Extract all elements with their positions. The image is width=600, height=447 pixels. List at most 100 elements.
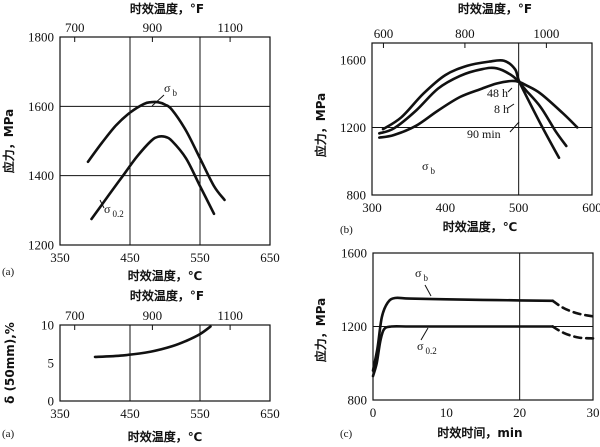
panel-c-sigma-02-leader — [420, 327, 429, 341]
y-tick-label: 1800 — [28, 30, 54, 45]
panel-b-48h-label: 48 h — [487, 86, 508, 100]
x-tick-label: 450 — [120, 250, 140, 265]
panel-a-bottom-y-title: δ (50mm),% — [3, 322, 17, 404]
panel-c-y-title: 应力，MPa — [313, 298, 328, 363]
x2-tick-label: 800 — [455, 26, 475, 41]
panel-a-top-sigma-b-leader — [151, 94, 165, 107]
panel-b-48h-leader — [507, 87, 513, 93]
panel-c-x-ticks: 0 10 20 30 — [370, 405, 600, 420]
panel-a-top-y-ticks: 1200 1400 1600 1800 — [28, 30, 54, 253]
series-line-90-min — [378, 79, 579, 139]
panel-a-bottom-label: (a) — [2, 428, 15, 440]
panel-b-x-ticks: 300 400 500 600 — [362, 200, 600, 215]
series-line-0 — [93, 325, 212, 359]
x2-tick-label: 1100 — [217, 20, 243, 35]
panel-a-bottom-x2-ticks: 700 900 1100 — [65, 308, 243, 330]
y-tick-label: 1200 — [341, 319, 367, 334]
panel-c-curves — [371, 296, 595, 378]
series-line-0-2-extrapolated — [551, 325, 595, 340]
panel-c-sigma-b-leader — [424, 284, 432, 297]
panel-b-8h-leader — [507, 103, 515, 109]
panel-b-y-title: 应力，MPa — [313, 93, 328, 158]
y-tick-label: 1600 — [341, 246, 367, 261]
x-tick-label: 550 — [190, 406, 210, 421]
y-tick-label: 0 — [48, 394, 55, 409]
panel-a-top-x2-ticks: 700 900 1100 — [65, 20, 243, 42]
x2-tick-label: 700 — [65, 20, 85, 35]
y-tick-label: 800 — [347, 188, 367, 203]
panel-a-top: 时效温度，°F 700 900 1100 1200 1400 1600 1800 350 4… — [1, 1, 280, 283]
series-line-b — [371, 296, 554, 372]
panel-c-x-title: 时效时间，min — [437, 425, 522, 440]
panel-a-bottom-x-title: 时效温度，℃ — [128, 429, 203, 444]
panel-a-bottom: 时效温度，°F 700 900 1100 0 5 10 350 450 550 650 δ (… — [2, 288, 280, 444]
panel-b-frame — [371, 42, 593, 196]
x2-tick-label: 900 — [143, 20, 163, 35]
x2-tick-label: 900 — [143, 308, 163, 323]
y-tick-label: 1600 — [340, 52, 366, 67]
y-tick-label: 10 — [41, 318, 54, 333]
panel-c-label: (c) — [340, 428, 353, 440]
panel-a-top-sigma-02-leader — [99, 199, 105, 209]
x-tick-label: 400 — [436, 200, 456, 215]
panel-a-bottom-grid — [129, 325, 201, 401]
series-line-b-extrapolated — [551, 299, 595, 318]
series-line-0-2 — [371, 324, 554, 378]
x-tick-label: 300 — [362, 200, 382, 215]
y-tick-label: 1600 — [28, 99, 54, 114]
panel-a-top-x-title: 时效温度，℃ — [128, 268, 203, 283]
y-tick-label: 1400 — [28, 168, 54, 183]
panel-a-top-curves — [86, 100, 226, 221]
x2-tick-label: 1000 — [533, 26, 559, 41]
panel-b-x2-title: 时效温度，°F — [458, 1, 532, 16]
panel-b-x-title: 时效温度，℃ — [443, 219, 518, 234]
panel-b-x2-ticks: 600 800 1000 — [374, 26, 559, 48]
panel-b-90min-leader — [509, 121, 520, 133]
panel-a-top-x-ticks: 350 450 550 650 — [50, 250, 280, 265]
y-tick-label: 1200 — [340, 120, 366, 135]
panel-a-bottom-curves — [93, 325, 212, 359]
y-tick-label: 800 — [348, 393, 368, 408]
panel-a-bottom-x2-title: 时效温度，°F — [130, 288, 204, 303]
panel-c-y-ticks: 800 1200 1600 — [341, 246, 367, 408]
panel-a-top-x2-title: 时效温度，°F — [130, 1, 204, 16]
y-tick-label: 1200 — [28, 238, 54, 253]
x-tick-label: 650 — [260, 250, 280, 265]
panel-a-top-grid — [60, 37, 270, 245]
panel-b-curves — [378, 58, 579, 160]
x-tick-label: 550 — [190, 250, 210, 265]
panel-a-bottom-frame — [59, 324, 271, 402]
x-tick-label: 0 — [370, 405, 377, 420]
series-line-8-h — [378, 66, 568, 148]
x-tick-label: 500 — [509, 200, 529, 215]
series-line-0-2 — [90, 134, 216, 221]
panel-a-top-sigma-02-label: σ 0.2 — [104, 202, 124, 219]
x-tick-label: 450 — [120, 406, 140, 421]
panel-c-sigma-02-label: σ 0.2 — [417, 339, 437, 356]
x-tick-label: 350 — [50, 250, 70, 265]
panel-b-8h-label: 8 h — [494, 102, 509, 116]
panel-b-90min-label: 90 min — [467, 127, 501, 141]
panel-b-y-ticks: 800 1200 1600 — [340, 52, 366, 202]
x2-tick-label: 600 — [374, 26, 394, 41]
panel-b-label: (b) — [340, 224, 353, 236]
panel-b: 时效温度，°F 600 800 1000 800 1200 1600 300 400 500… — [313, 1, 600, 236]
panel-a-top-y-title: 应力，MPa — [1, 109, 16, 174]
x2-tick-label: 700 — [65, 308, 85, 323]
x-tick-label: 350 — [50, 406, 70, 421]
x-tick-label: 10 — [440, 405, 453, 420]
panel-a-bottom-x-ticks: 350 450 550 650 — [50, 406, 280, 421]
x-tick-label: 650 — [260, 406, 280, 421]
x-tick-label: 30 — [587, 405, 600, 420]
panel-c-frame — [372, 252, 594, 401]
x-tick-label: 600 — [582, 200, 600, 215]
panel-b-grid — [372, 43, 592, 195]
panel-a-top-label: (a) — [2, 266, 15, 278]
x-tick-label: 20 — [513, 405, 526, 420]
x2-tick-label: 1100 — [217, 308, 243, 323]
series-line-48-h — [381, 58, 561, 160]
